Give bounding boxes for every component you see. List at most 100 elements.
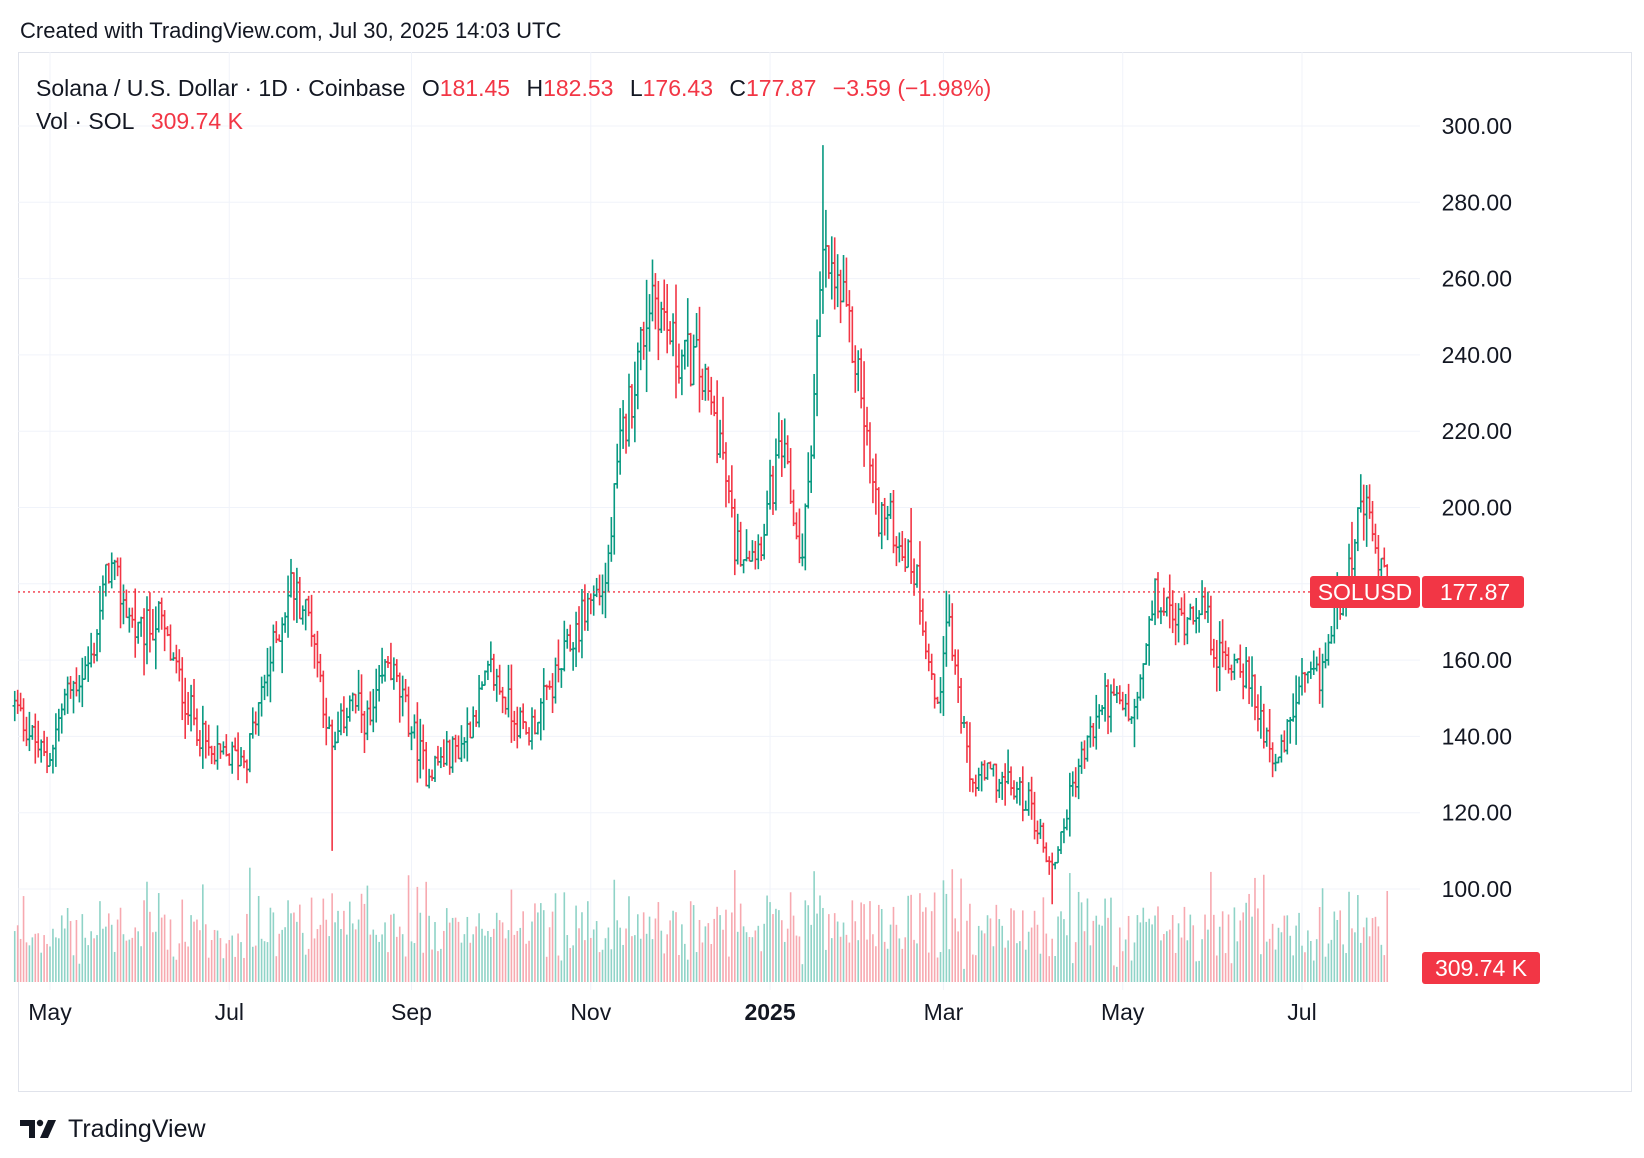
volume-bar [263,941,266,982]
ohlc-bar [844,257,849,307]
ohlc-bar [753,540,758,570]
ohlc-bar [958,677,964,734]
close-value: 177.87 [746,75,817,101]
volume-bar [1315,939,1318,982]
volume-bar [1042,897,1045,982]
grid-lines [18,52,1420,990]
volume-bar [1168,929,1171,982]
ohlc-bar [506,664,511,718]
ohlc-bar [929,653,934,680]
volume-bar [1333,911,1336,982]
ohlc-bar [632,361,638,443]
volume-bar [772,914,774,982]
volume-bar [998,919,1001,982]
volume-bar [37,933,40,982]
volume-bar [951,869,954,982]
tradingview-footer[interactable]: TradingView [20,1112,206,1146]
price-tick-label: 220.00 [1442,418,1512,444]
volume-bar [986,915,989,982]
ohlc-bar [1290,693,1296,722]
ohlc-bar [1058,831,1064,855]
volume-bar [1354,932,1356,982]
ohlc-bar [74,667,79,697]
price-axis[interactable]: 300.00 280.00 260.00 240.00 220.00 200.00 160.… [1442,113,1512,902]
volume-bar [651,939,654,982]
volume-bar [1324,956,1327,982]
volume-bar [1036,924,1039,982]
ohlc-bar [835,254,840,308]
volume-bar [34,933,37,982]
volume-bar [490,936,492,982]
ohlc-bar [156,601,161,633]
ohlc-bar [814,319,820,417]
ohlc-bar [309,594,314,647]
ohlc-bar [750,540,755,562]
volume-bar [839,936,842,982]
ohlc-bar [259,676,264,717]
ohlc-bar [291,572,297,621]
time-axis[interactable]: May Jul Sep Nov 2025 Mar May Jul [28,999,1316,1025]
ohlc-bar [206,724,211,756]
ohlc-bar [1014,781,1020,804]
ohlc-bar [453,734,458,763]
ohlc-bar [897,532,902,563]
volume-bar [989,918,992,982]
ohlc-bar [277,634,282,642]
volume-bar [507,930,510,982]
volume-bar [1163,933,1165,982]
volume-bar [346,934,348,982]
volume-bar [275,956,278,982]
volume-bar [1033,910,1036,982]
volume-bar [1283,915,1286,982]
volume-bar [278,933,281,982]
volume-bar [348,901,351,982]
volume-bar [1298,912,1300,982]
volume-bar [46,943,48,982]
ohlc-bar [162,610,167,652]
volume-bar [1330,939,1333,982]
ohlc-bar [1167,574,1172,629]
volume-bar [1268,938,1271,982]
volume-bar [645,933,648,982]
ohlc-bar [221,741,226,755]
volume-bar [140,946,142,982]
volume-bar [1242,912,1245,982]
close-label: C [729,75,747,101]
chart-frame[interactable] [18,52,1632,1092]
volume-bar [522,911,524,982]
volume-bar [272,912,275,982]
volume-bar [157,893,160,982]
ohlc-bar [535,721,541,735]
ohlc-bar [97,585,103,653]
volume-bar [504,938,507,982]
legend-price-row: Solana / U.S. Dollar · 1D · Coinbase O18… [36,72,991,105]
volume-bar [299,904,301,982]
ohlc-bar [374,668,379,723]
volume-bar [1189,914,1192,982]
ohlc-bar [356,669,361,711]
volume-bar [431,949,433,982]
ohlc-bar [423,741,429,787]
volume-bar [401,934,404,982]
volume-bar [99,901,101,982]
ohlc-bar [1193,597,1199,634]
ohlc-bar [62,688,67,716]
ohlc-bar [109,552,114,589]
ohlc-bar [806,452,811,509]
volume-bar [307,948,310,982]
volume-bar [404,956,407,982]
ohlc-bar [112,559,117,581]
volume-bar [1080,902,1083,982]
volume-bar [93,938,95,982]
volume-bar [63,928,66,982]
ohlc-bar [991,763,996,777]
volume-bar [222,958,225,982]
volume-bar [763,923,765,982]
volume-bar [334,922,336,982]
volume-bar [892,906,895,982]
ohlc-bar [318,653,323,683]
ohlc-bar [944,590,949,667]
volume-bar [754,930,757,982]
volume-bar [616,920,619,982]
